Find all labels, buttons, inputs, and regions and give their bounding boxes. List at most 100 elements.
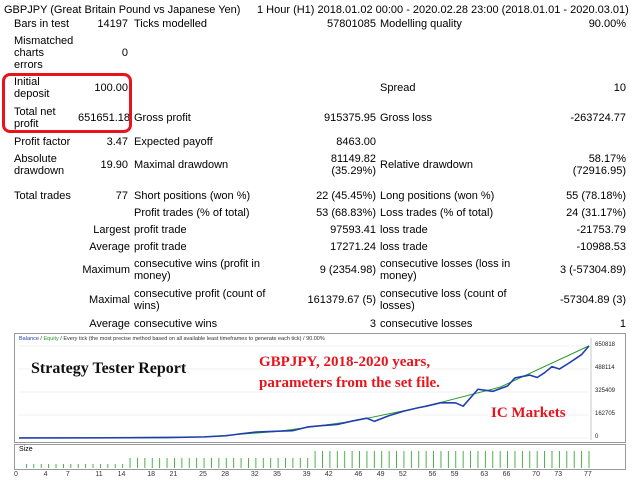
report-period: 1 Hour (H1) 2018.01.02 00:00 - 2020.02.2… (257, 4, 629, 16)
max-losses-label-2: money) (380, 270, 417, 282)
largest-profit-value: 97593.41 (330, 224, 376, 236)
x-tick-label: 70 (532, 471, 540, 478)
short-value: 22 (45.45%) (316, 190, 376, 202)
deposit-label-2: deposit (14, 88, 50, 100)
size-label: Size (19, 446, 33, 453)
x-tick-label: 28 (221, 471, 230, 478)
size-plot (25, 451, 590, 468)
x-tick-label: 73 (554, 471, 563, 478)
long-label: Long positions (won %) (380, 190, 495, 202)
avg-losses-value: 1 (619, 318, 626, 330)
x-tick-label: 7 (65, 471, 70, 478)
x-tick-label: 66 (502, 471, 511, 478)
x-tick-label: 11 (95, 471, 103, 478)
short-label: Short positions (won %) (134, 190, 251, 202)
max-losses-value: 3 (-57304.89) (559, 264, 626, 276)
ptrades-label: Profit trades (% of total) (134, 207, 250, 219)
balance-chart: Balance / Equity / Every tick (the most … (14, 333, 626, 443)
trades-label: Total trades (14, 190, 71, 202)
absdd-value: 19.90 (100, 159, 128, 171)
x-tick-label: 52 (398, 471, 407, 478)
maximal-profit-label-2: wins) (134, 300, 160, 312)
chart-plot (18, 338, 592, 440)
report-symbol: GBPJPY (Great Britain Pound vs Japanese … (4, 4, 241, 16)
x-tick-label: 63 (480, 471, 489, 478)
ep-value: 8463.00 (336, 136, 376, 148)
y-tick-label: 488114 (595, 364, 615, 371)
avg-loss-label: loss trade (380, 241, 428, 253)
pf-label: Profit factor (14, 136, 71, 148)
x-tick-label: 18 (147, 471, 156, 478)
absdd-label-2: drawdown (14, 165, 65, 177)
y-tick-label: 650818 (595, 342, 616, 348)
x-tick-label: 25 (199, 471, 207, 478)
avg-consec-label: Average (89, 318, 130, 330)
gross-loss-label: Gross loss (380, 112, 432, 124)
trades-value: 77 (115, 190, 128, 202)
absdd-label-1: Absolute (14, 153, 57, 165)
deposit-value: 100.00 (94, 82, 128, 94)
largest-loss-label: loss trade (380, 224, 428, 236)
size-panel: Size (14, 444, 626, 470)
x-tick-label: 14 (117, 471, 126, 478)
max-wins-label-2: money) (134, 270, 171, 282)
mismatch-label-2: charts (14, 47, 44, 59)
x-axis: 0 4 7 11 14 18 21 25 28 32 35 39 42 46 49 52 56 59 63 66 70 7… (14, 470, 626, 480)
spread-value: 10 (613, 82, 626, 94)
quality-label: Modelling quality (380, 18, 462, 30)
largest-profit-label: profit trade (134, 224, 187, 236)
avg-wins-value: 3 (369, 318, 376, 330)
maximal-loss-label-2: losses) (380, 300, 415, 312)
avg-loss-value: -10988.53 (576, 241, 626, 253)
overlay-title: Strategy Tester Report (31, 360, 187, 377)
x-tick-label: 35 (273, 471, 281, 478)
avg-losses-label: consecutive losses (380, 318, 473, 330)
reldd-value-1: 58.17% (588, 153, 626, 165)
mismatch-value: 0 (121, 47, 128, 59)
reldd-label: Relative drawdown (380, 159, 473, 171)
maximal-label: Maximal (89, 294, 130, 306)
x-tick-label: 21 (169, 471, 178, 478)
avg-wins-label: consecutive wins (134, 318, 218, 330)
quality-value: 90.00% (588, 18, 626, 30)
avg-profit-value: 17271.24 (330, 241, 376, 253)
maxdd-label: Maximal drawdown (134, 159, 229, 171)
spread-label: Spread (380, 82, 416, 94)
ltrades-value: 24 (31.17%) (566, 207, 626, 219)
bars-label: Bars in test (14, 18, 70, 30)
mismatch-label-3: errors (14, 59, 43, 71)
x-tick-label: 42 (324, 471, 333, 478)
long-value: 55 (78.18%) (566, 190, 626, 202)
maxdd-value-1: 81149.82 (330, 153, 376, 165)
gross-loss-value: -263724.77 (570, 112, 626, 124)
ptrades-value: 53 (68.83%) (316, 207, 376, 219)
x-tick-label: 46 (354, 471, 363, 478)
netprofit-label-2: profit (14, 118, 39, 130)
maximal-loss-label-1: consecutive loss (count of (380, 288, 507, 300)
maximum-label: Maximum (82, 264, 130, 276)
average-label: Average (89, 241, 130, 253)
overlay-line-2: parameters from the set file. (259, 375, 440, 391)
legend-rest: / Every tick (the most precise method ba… (58, 336, 325, 342)
deposit-label-1: Initial (14, 76, 40, 88)
pf-value: 3.47 (106, 136, 128, 148)
x-tick-label: 32 (250, 471, 259, 478)
y-tick-label: 162705 (595, 410, 616, 417)
chart-legend: Balance / Equity / Every tick (the most … (19, 336, 325, 343)
legend-balance: Balance (19, 336, 39, 342)
bars-value: 14197 (97, 18, 128, 30)
y-tick-label: 0 (595, 434, 599, 440)
overlay-line-1: GBPJPY, 2018-2020 years, (259, 354, 431, 370)
maximal-loss-value: -57304.89 (3) (559, 294, 626, 306)
series-line-balance (18, 345, 590, 439)
largest-loss-value: -21753.79 (576, 224, 626, 236)
maximal-profit-value: 161379.67 (5) (307, 294, 377, 306)
ltrades-label: Loss trades (% of total) (380, 207, 494, 219)
max-wins-value: 9 (2354.98) (319, 264, 376, 276)
mismatch-label-1: Mismatched (14, 35, 74, 47)
ticks-label: Ticks modelled (134, 18, 207, 30)
netprofit-value: 651651.18 (78, 112, 130, 124)
ticks-value: 57801085 (327, 18, 376, 30)
maximal-profit-label-1: consecutive profit (count of (134, 288, 266, 300)
x-tick-label: 0 (14, 471, 18, 478)
